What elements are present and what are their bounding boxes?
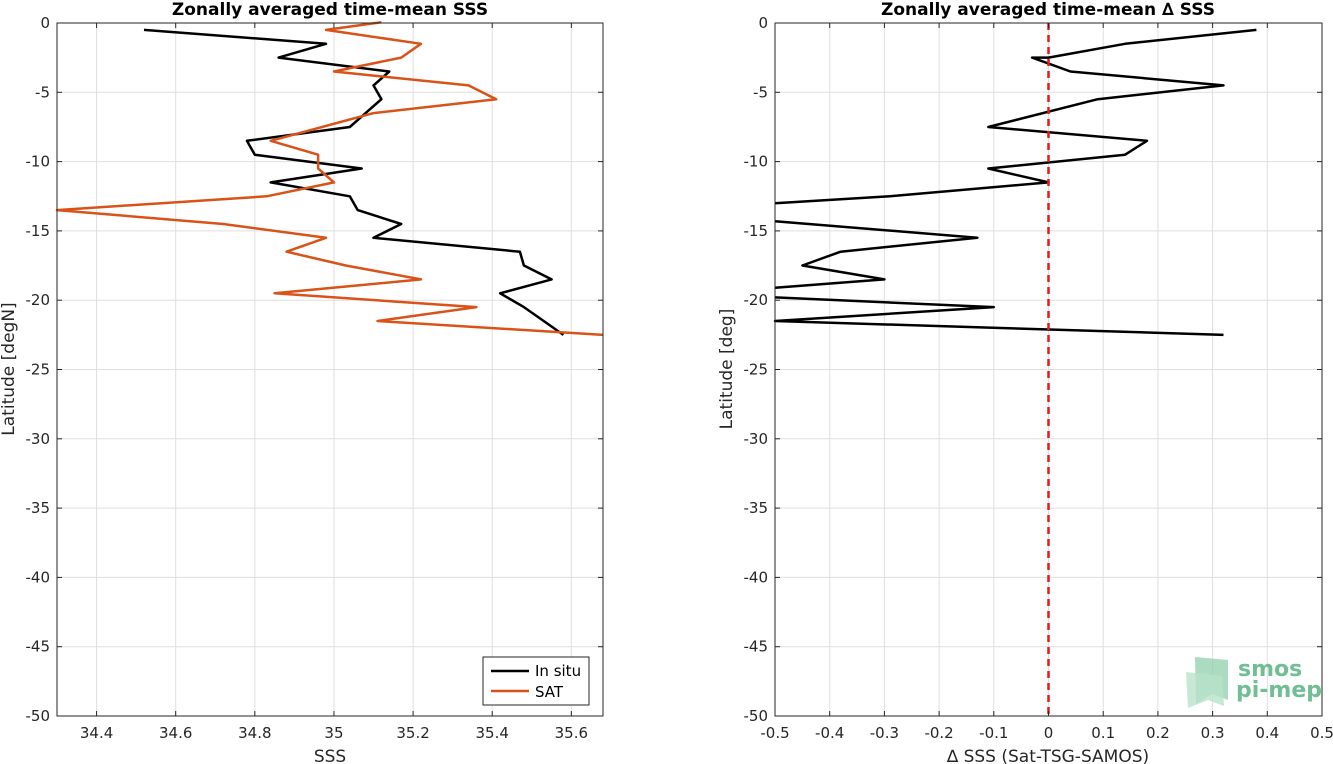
legend: In situ SAT	[482, 656, 590, 706]
series-line-1	[774, 219, 979, 289]
x-tick-label: 34.4	[80, 724, 113, 742]
y-axis-label: Latitude [deg]	[717, 309, 737, 430]
legend-label-in-situ: In situ	[535, 662, 581, 680]
y-tick-label: -45	[744, 638, 769, 656]
logo-line1: smos	[1238, 657, 1302, 682]
y-tick-label: -45	[26, 638, 51, 656]
y-tick-label: -35	[744, 499, 769, 517]
logo-line2: pi-mep	[1236, 678, 1322, 703]
y-tick-label: -25	[744, 361, 769, 379]
x-tick-label: 0.3	[1201, 724, 1225, 742]
y-tick-label: -50	[26, 707, 51, 725]
y-tick-label: -5	[35, 83, 50, 101]
y-tick-label: 0	[40, 14, 50, 32]
delta-sss-panel: Zonally averaged time-mean ∆ SSS ∆ SSS (…	[717, 0, 1333, 764]
y-tick-label: -35	[26, 499, 51, 517]
y-tick-label: -15	[26, 222, 51, 240]
x-tick-label: 35.6	[555, 724, 588, 742]
series-line-2	[773, 296, 1224, 337]
sss-panel: Zonally averaged time-mean SSS SSS Latit…	[0, 0, 604, 764]
y-tick-label: -50	[744, 707, 769, 725]
y-tick-label: -40	[744, 568, 769, 586]
chart-title: Zonally averaged time-mean ∆ SSS	[881, 0, 1215, 20]
x-axis-label: ∆ SSS (Sat-TSG-SAMOS)	[946, 747, 1149, 764]
x-tick-label: 35.4	[476, 724, 509, 742]
x-tick-label: 34.6	[159, 724, 192, 742]
x-tick-label: 0	[1044, 724, 1054, 742]
chart-title: Zonally averaged time-mean SSS	[172, 0, 488, 20]
x-tick-label: 35.2	[396, 724, 429, 742]
y-tick-label: -5	[753, 83, 768, 101]
x-tick-label: -0.1	[979, 724, 1008, 742]
x-axis-label: SSS	[314, 747, 346, 764]
y-tick-label: 0	[758, 14, 768, 32]
x-tick-label: 0.2	[1146, 724, 1170, 742]
legend-box	[482, 656, 590, 706]
y-tick-label: -20	[26, 291, 51, 309]
legend-label-sat: SAT	[535, 683, 564, 701]
x-tick-label: 0.4	[1255, 724, 1279, 742]
x-tick-label: 0.5	[1310, 724, 1333, 742]
x-tick-label: -0.3	[870, 724, 899, 742]
x-tick-label: -0.2	[924, 724, 953, 742]
x-tick-label: 34.8	[238, 724, 271, 742]
y-tick-label: -15	[744, 222, 769, 240]
y-axis-label: Latitude [degN]	[0, 302, 19, 435]
logo-wave-shape	[1186, 672, 1224, 708]
y-tick-label: -40	[26, 568, 51, 586]
series-line-in-situ	[143, 28, 565, 336]
y-tick-label: -25	[26, 361, 51, 379]
smos-pi-mep-logo: smos pi-mep	[1186, 657, 1322, 708]
series-line-0	[774, 28, 1257, 205]
x-tick-label: 0.1	[1091, 724, 1115, 742]
y-tick-label: -10	[744, 153, 769, 171]
y-tick-label: -30	[26, 430, 51, 448]
y-tick-label: -10	[26, 153, 51, 171]
x-tick-label: -0.4	[815, 724, 844, 742]
x-tick-label: 35	[324, 724, 343, 742]
y-tick-label: -20	[744, 291, 769, 309]
y-tick-label: -30	[744, 430, 769, 448]
x-tick-label: -0.5	[760, 724, 789, 742]
series-line-sat	[55, 21, 604, 337]
